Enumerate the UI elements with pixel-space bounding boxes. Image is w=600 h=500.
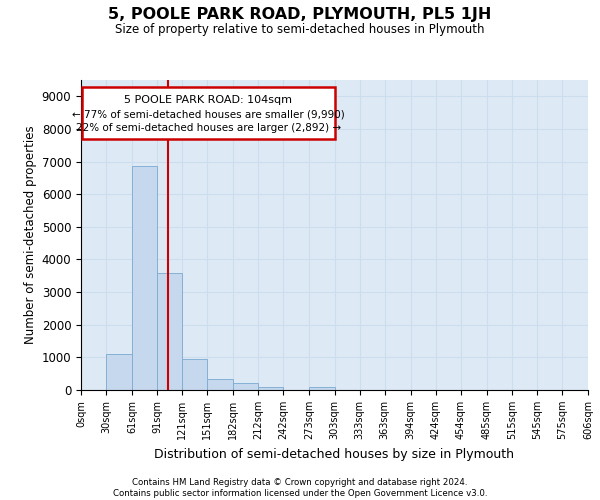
Text: ← 77% of semi-detached houses are smaller (9,990): ← 77% of semi-detached houses are smalle… — [72, 109, 344, 119]
Bar — [106, 354, 132, 390]
Text: 5, POOLE PARK ROAD, PLYMOUTH, PL5 1JH: 5, POOLE PARK ROAD, PLYMOUTH, PL5 1JH — [109, 8, 491, 22]
Bar — [310, 386, 335, 390]
Bar — [259, 386, 283, 390]
Bar — [82, 86, 335, 140]
Bar — [233, 384, 259, 390]
Text: 22% of semi-detached houses are larger (2,892) →: 22% of semi-detached houses are larger (… — [76, 123, 341, 133]
Text: 5 POOLE PARK ROAD: 104sqm: 5 POOLE PARK ROAD: 104sqm — [124, 94, 292, 104]
X-axis label: Distribution of semi-detached houses by size in Plymouth: Distribution of semi-detached houses by … — [155, 448, 515, 460]
Bar — [208, 378, 233, 390]
Text: Contains HM Land Registry data © Crown copyright and database right 2024.
Contai: Contains HM Land Registry data © Crown c… — [113, 478, 487, 498]
Bar — [182, 359, 208, 390]
Y-axis label: Number of semi-detached properties: Number of semi-detached properties — [25, 126, 37, 344]
Text: Size of property relative to semi-detached houses in Plymouth: Size of property relative to semi-detach… — [115, 22, 485, 36]
Bar — [132, 166, 157, 390]
Bar — [157, 272, 182, 390]
